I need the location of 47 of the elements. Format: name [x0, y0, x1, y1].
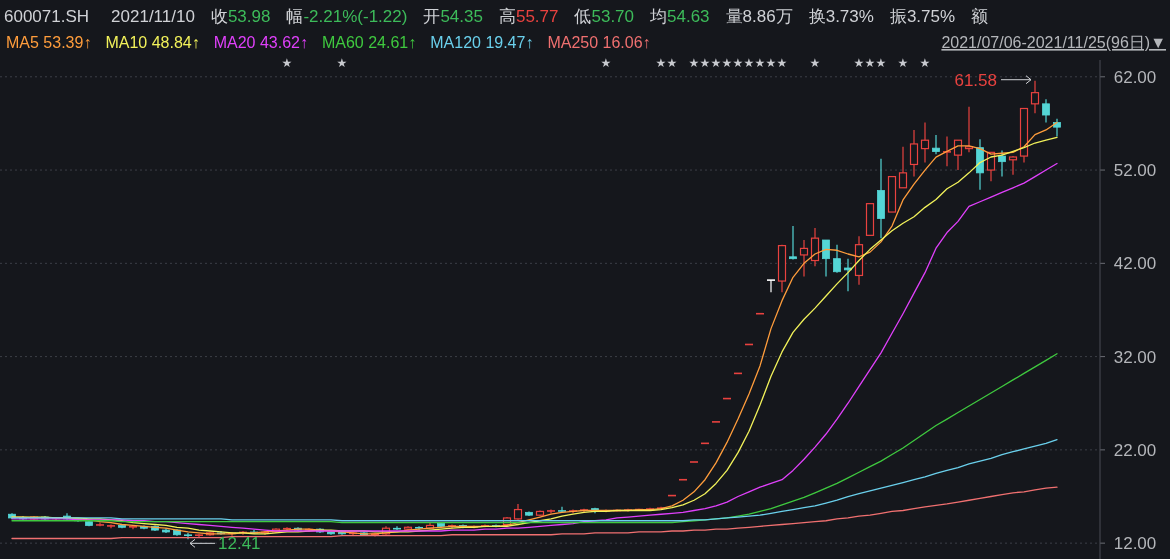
- annotation: ★: [699, 56, 711, 70]
- annotation: ★: [897, 56, 909, 70]
- y-tick-label: 22.00: [1113, 440, 1157, 460]
- text: 额: [971, 7, 989, 26]
- annotation: ★: [666, 56, 678, 70]
- text: MA5 53.39↑: [6, 34, 92, 51]
- text: 开54.35: [423, 7, 483, 26]
- annotation: ★: [875, 56, 887, 70]
- text: MA120 19.47↑: [430, 34, 534, 51]
- text: MA20 43.62↑: [213, 34, 308, 51]
- annotation: ★: [776, 56, 788, 70]
- annotation: ★: [688, 56, 700, 70]
- text: 均54.63: [649, 7, 710, 26]
- text: 幅-2.21%(-1.22): [286, 7, 408, 26]
- annotation: ★: [864, 56, 876, 70]
- y-tick-label: 32.00: [1113, 347, 1157, 367]
- y-tick-label: 42.00: [1113, 254, 1157, 274]
- text: 换3.73%: [808, 7, 874, 26]
- text: 高55.77: [498, 7, 559, 26]
- annotation: ★: [600, 56, 612, 70]
- annotation: ★: [754, 56, 766, 70]
- annotation: ★: [281, 56, 293, 70]
- annotation: ★: [743, 56, 755, 70]
- annotation: ★: [809, 56, 821, 70]
- chart-title: 600071.SH: [4, 7, 90, 26]
- annotation: 12.41: [218, 534, 261, 554]
- y-tick-label: 62.00: [1113, 67, 1157, 87]
- y-tick-label: 52.00: [1113, 161, 1157, 181]
- annotation: ★: [655, 56, 667, 70]
- annotation: ★: [919, 56, 931, 70]
- annotation: ★: [336, 56, 348, 70]
- annotation: ★: [721, 56, 733, 70]
- annotation: ★: [765, 56, 777, 70]
- text: MA10 48.84↑: [105, 34, 200, 51]
- annotation: ★: [710, 56, 722, 70]
- text: 低53.70: [574, 7, 635, 26]
- annotation: ★: [853, 56, 865, 70]
- text: 2021/07/06-2021/11/25(96日)▼: [941, 34, 1166, 51]
- text: 振3.75%: [889, 7, 956, 26]
- y-tick-label: 12.00: [1113, 534, 1157, 554]
- annotation: ★: [732, 56, 744, 70]
- annotation: 61.58: [954, 70, 997, 90]
- text: MA60 24.61↑: [321, 34, 417, 51]
- text: 量8.86万: [725, 7, 793, 26]
- text: 收53.98: [210, 7, 271, 26]
- text: 2021/11/10: [111, 7, 195, 26]
- text: MA250 16.06↑: [547, 34, 651, 51]
